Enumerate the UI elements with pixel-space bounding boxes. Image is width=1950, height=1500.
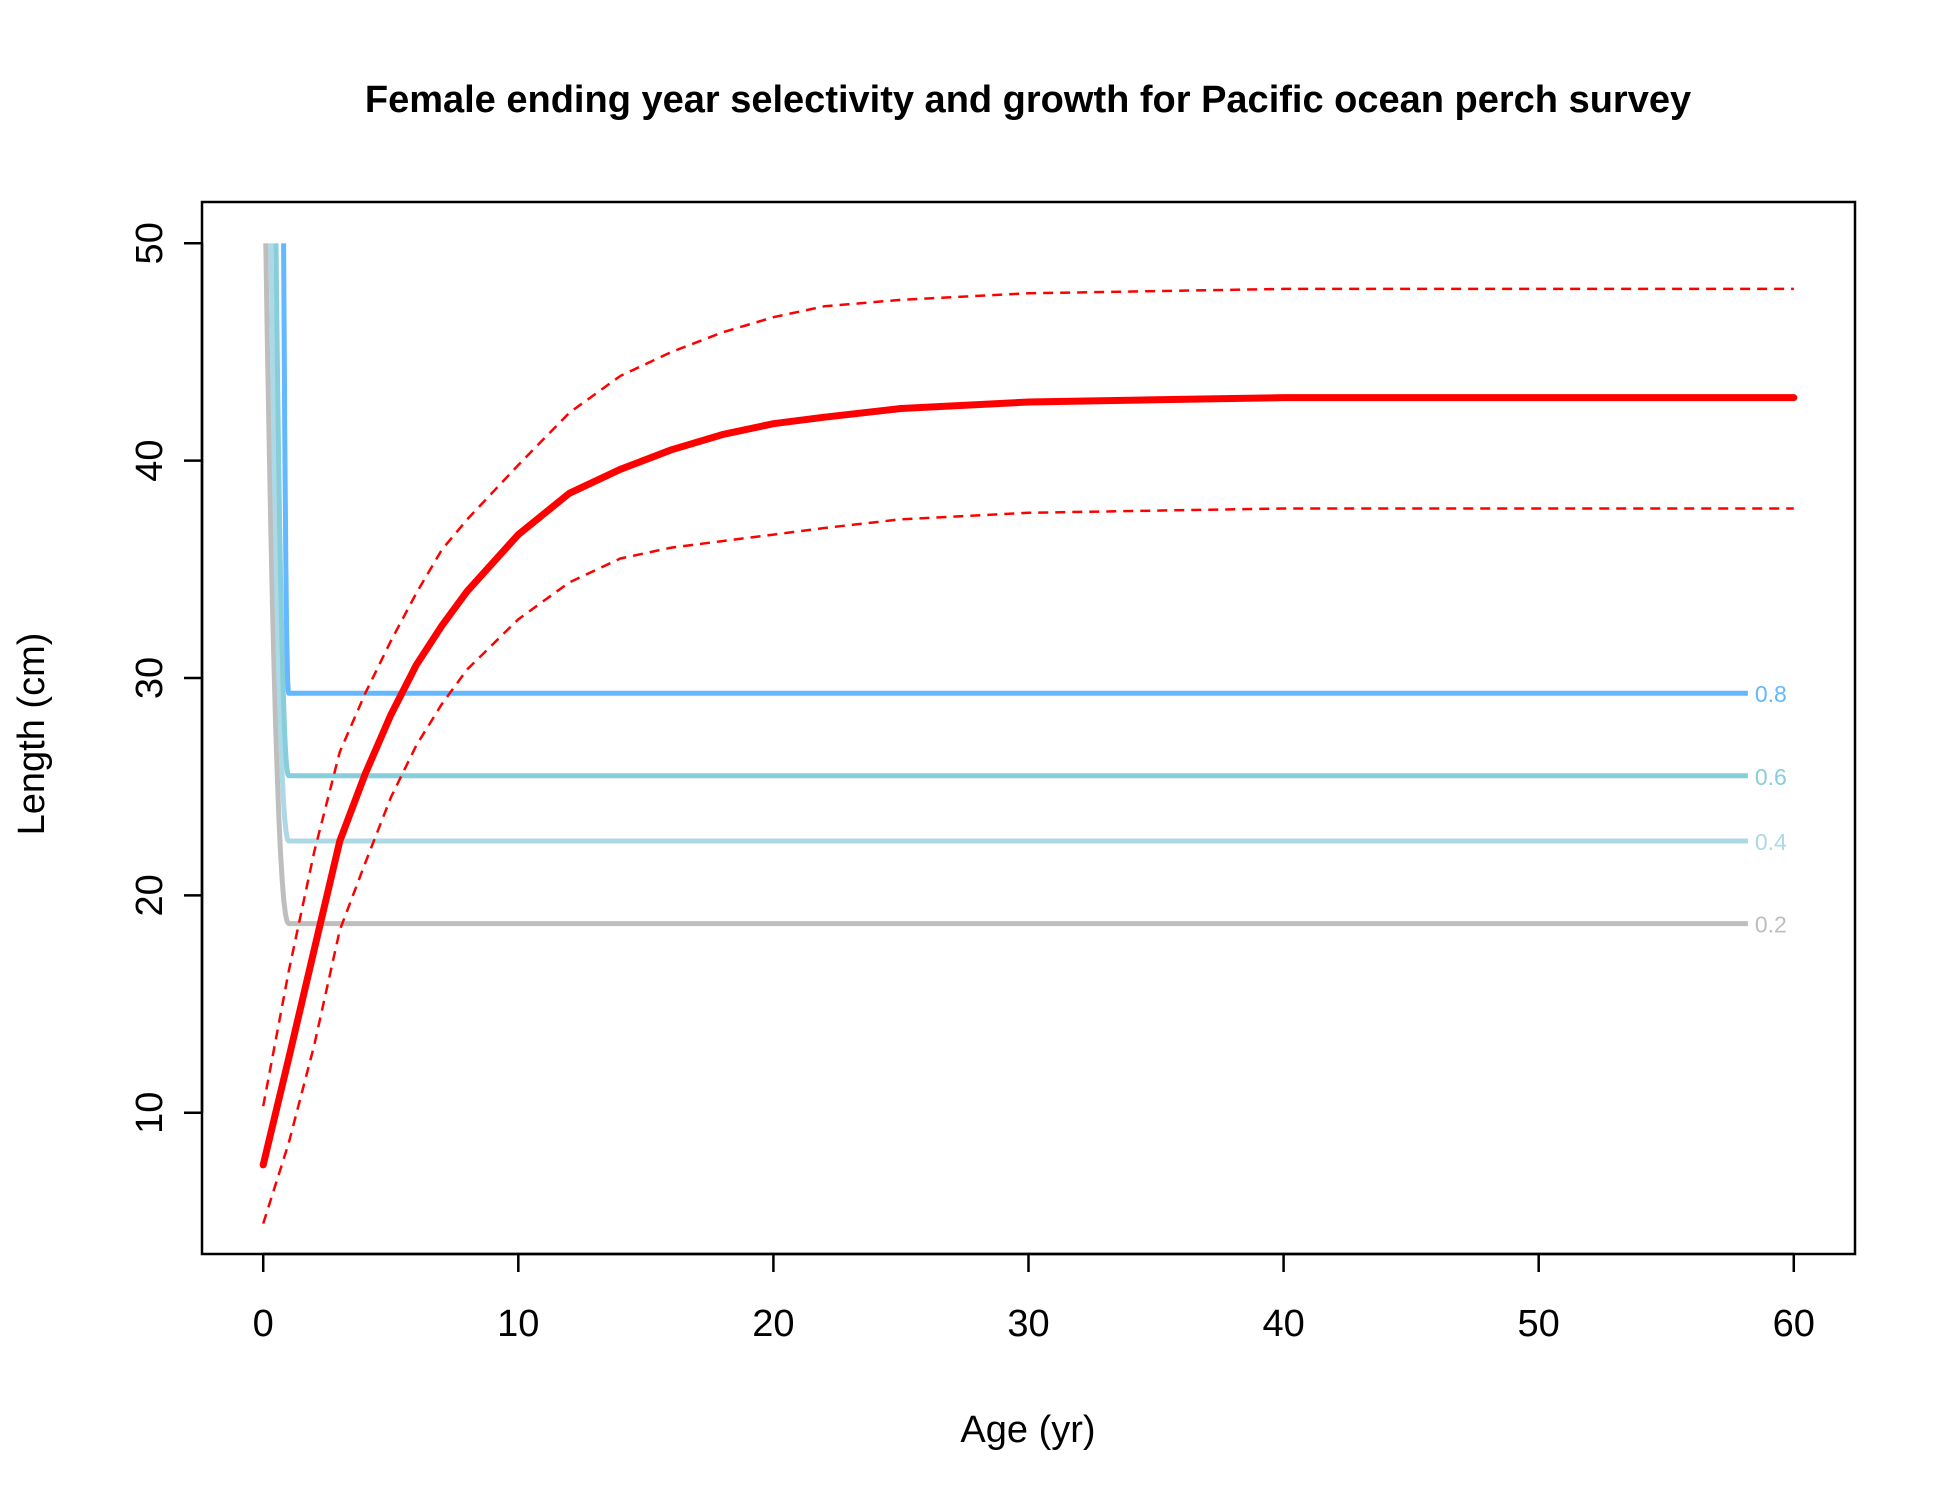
x-axis-label: Age (yr) bbox=[960, 1409, 1095, 1451]
x-tick-label: 40 bbox=[1262, 1303, 1304, 1345]
x-axis: 0 10 20 30 40 50 60 bbox=[253, 1252, 1815, 1345]
x-tick-label: 0 bbox=[253, 1303, 274, 1345]
plot-area: 0.2 0.4 0.6 0.8 bbox=[259, 243, 1798, 1224]
x-tick-label: 60 bbox=[1773, 1303, 1815, 1345]
selectivity-contour-0-2 bbox=[263, 243, 1748, 927]
growth-mean-curve bbox=[259, 394, 1798, 1169]
selectivity-contour-0-4 bbox=[268, 243, 1748, 844]
y-tick-label: 50 bbox=[129, 222, 171, 264]
selectivity-contour-0-8 bbox=[281, 243, 1748, 696]
y-tick-label: 20 bbox=[129, 874, 171, 916]
y-tick-label: 40 bbox=[129, 440, 171, 482]
plot-frame bbox=[200, 200, 1857, 1256]
selectivity-contour-0-6 bbox=[273, 243, 1748, 779]
y-tick-label: 30 bbox=[129, 657, 171, 699]
x-tick-label: 20 bbox=[752, 1303, 794, 1345]
contour-label: 0.8 bbox=[1755, 681, 1787, 707]
growth-upper-interval bbox=[261, 287, 1794, 1107]
x-tick-label: 10 bbox=[497, 1303, 539, 1345]
contour-label: 0.6 bbox=[1755, 764, 1787, 790]
contour-label: 0.4 bbox=[1755, 829, 1787, 855]
chart-title: Female ending year selectivity and growt… bbox=[365, 79, 1691, 121]
contour-label: 0.2 bbox=[1755, 912, 1787, 938]
growth-lower-interval bbox=[262, 507, 1794, 1224]
x-tick-label: 50 bbox=[1518, 1303, 1560, 1345]
y-tick-label: 10 bbox=[129, 1092, 171, 1134]
y-axis-label: Length (cm) bbox=[11, 633, 53, 836]
x-tick-label: 30 bbox=[1007, 1303, 1049, 1345]
